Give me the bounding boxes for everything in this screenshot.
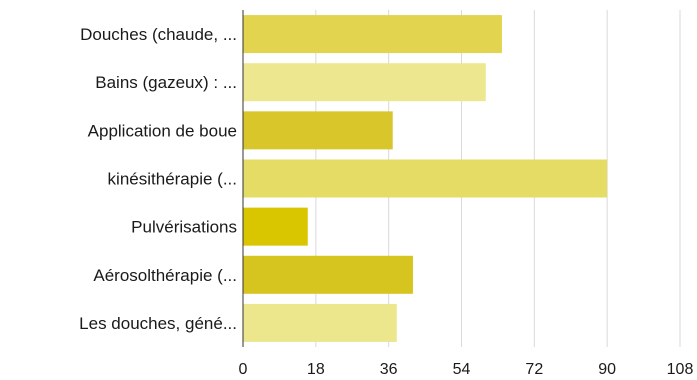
bar — [243, 111, 393, 150]
x-tick-label: 18 — [307, 361, 325, 378]
x-tick-label: 72 — [525, 361, 543, 378]
bar — [243, 207, 308, 246]
x-tick-label: 36 — [380, 361, 398, 378]
category-label: Pulvérisations — [131, 218, 237, 237]
bar — [243, 255, 413, 294]
category-label: Application de boue — [88, 121, 237, 140]
x-tick-labels: 0 18 36 54 72 90 108 — [239, 361, 694, 378]
category-label: Bains (gazeux) : ... — [95, 73, 237, 92]
x-tick-label: 108 — [667, 361, 694, 378]
category-label: kinésithérapie (... — [108, 170, 237, 189]
category-label: Les douches, géné... — [79, 314, 237, 333]
x-tick-label: 0 — [239, 361, 248, 378]
x-tick-label: 54 — [453, 361, 471, 378]
bar — [243, 303, 397, 342]
category-labels: Douches (chaude, ... Bains (gazeux) : ...… — [79, 25, 237, 333]
x-tick-label: 90 — [598, 361, 616, 378]
bar — [243, 63, 486, 102]
category-label: Aérosolthérapie (... — [93, 266, 237, 285]
bar — [243, 15, 502, 54]
category-label: Douches (chaude, ... — [80, 25, 237, 44]
bars — [243, 15, 608, 342]
bar — [243, 159, 608, 198]
